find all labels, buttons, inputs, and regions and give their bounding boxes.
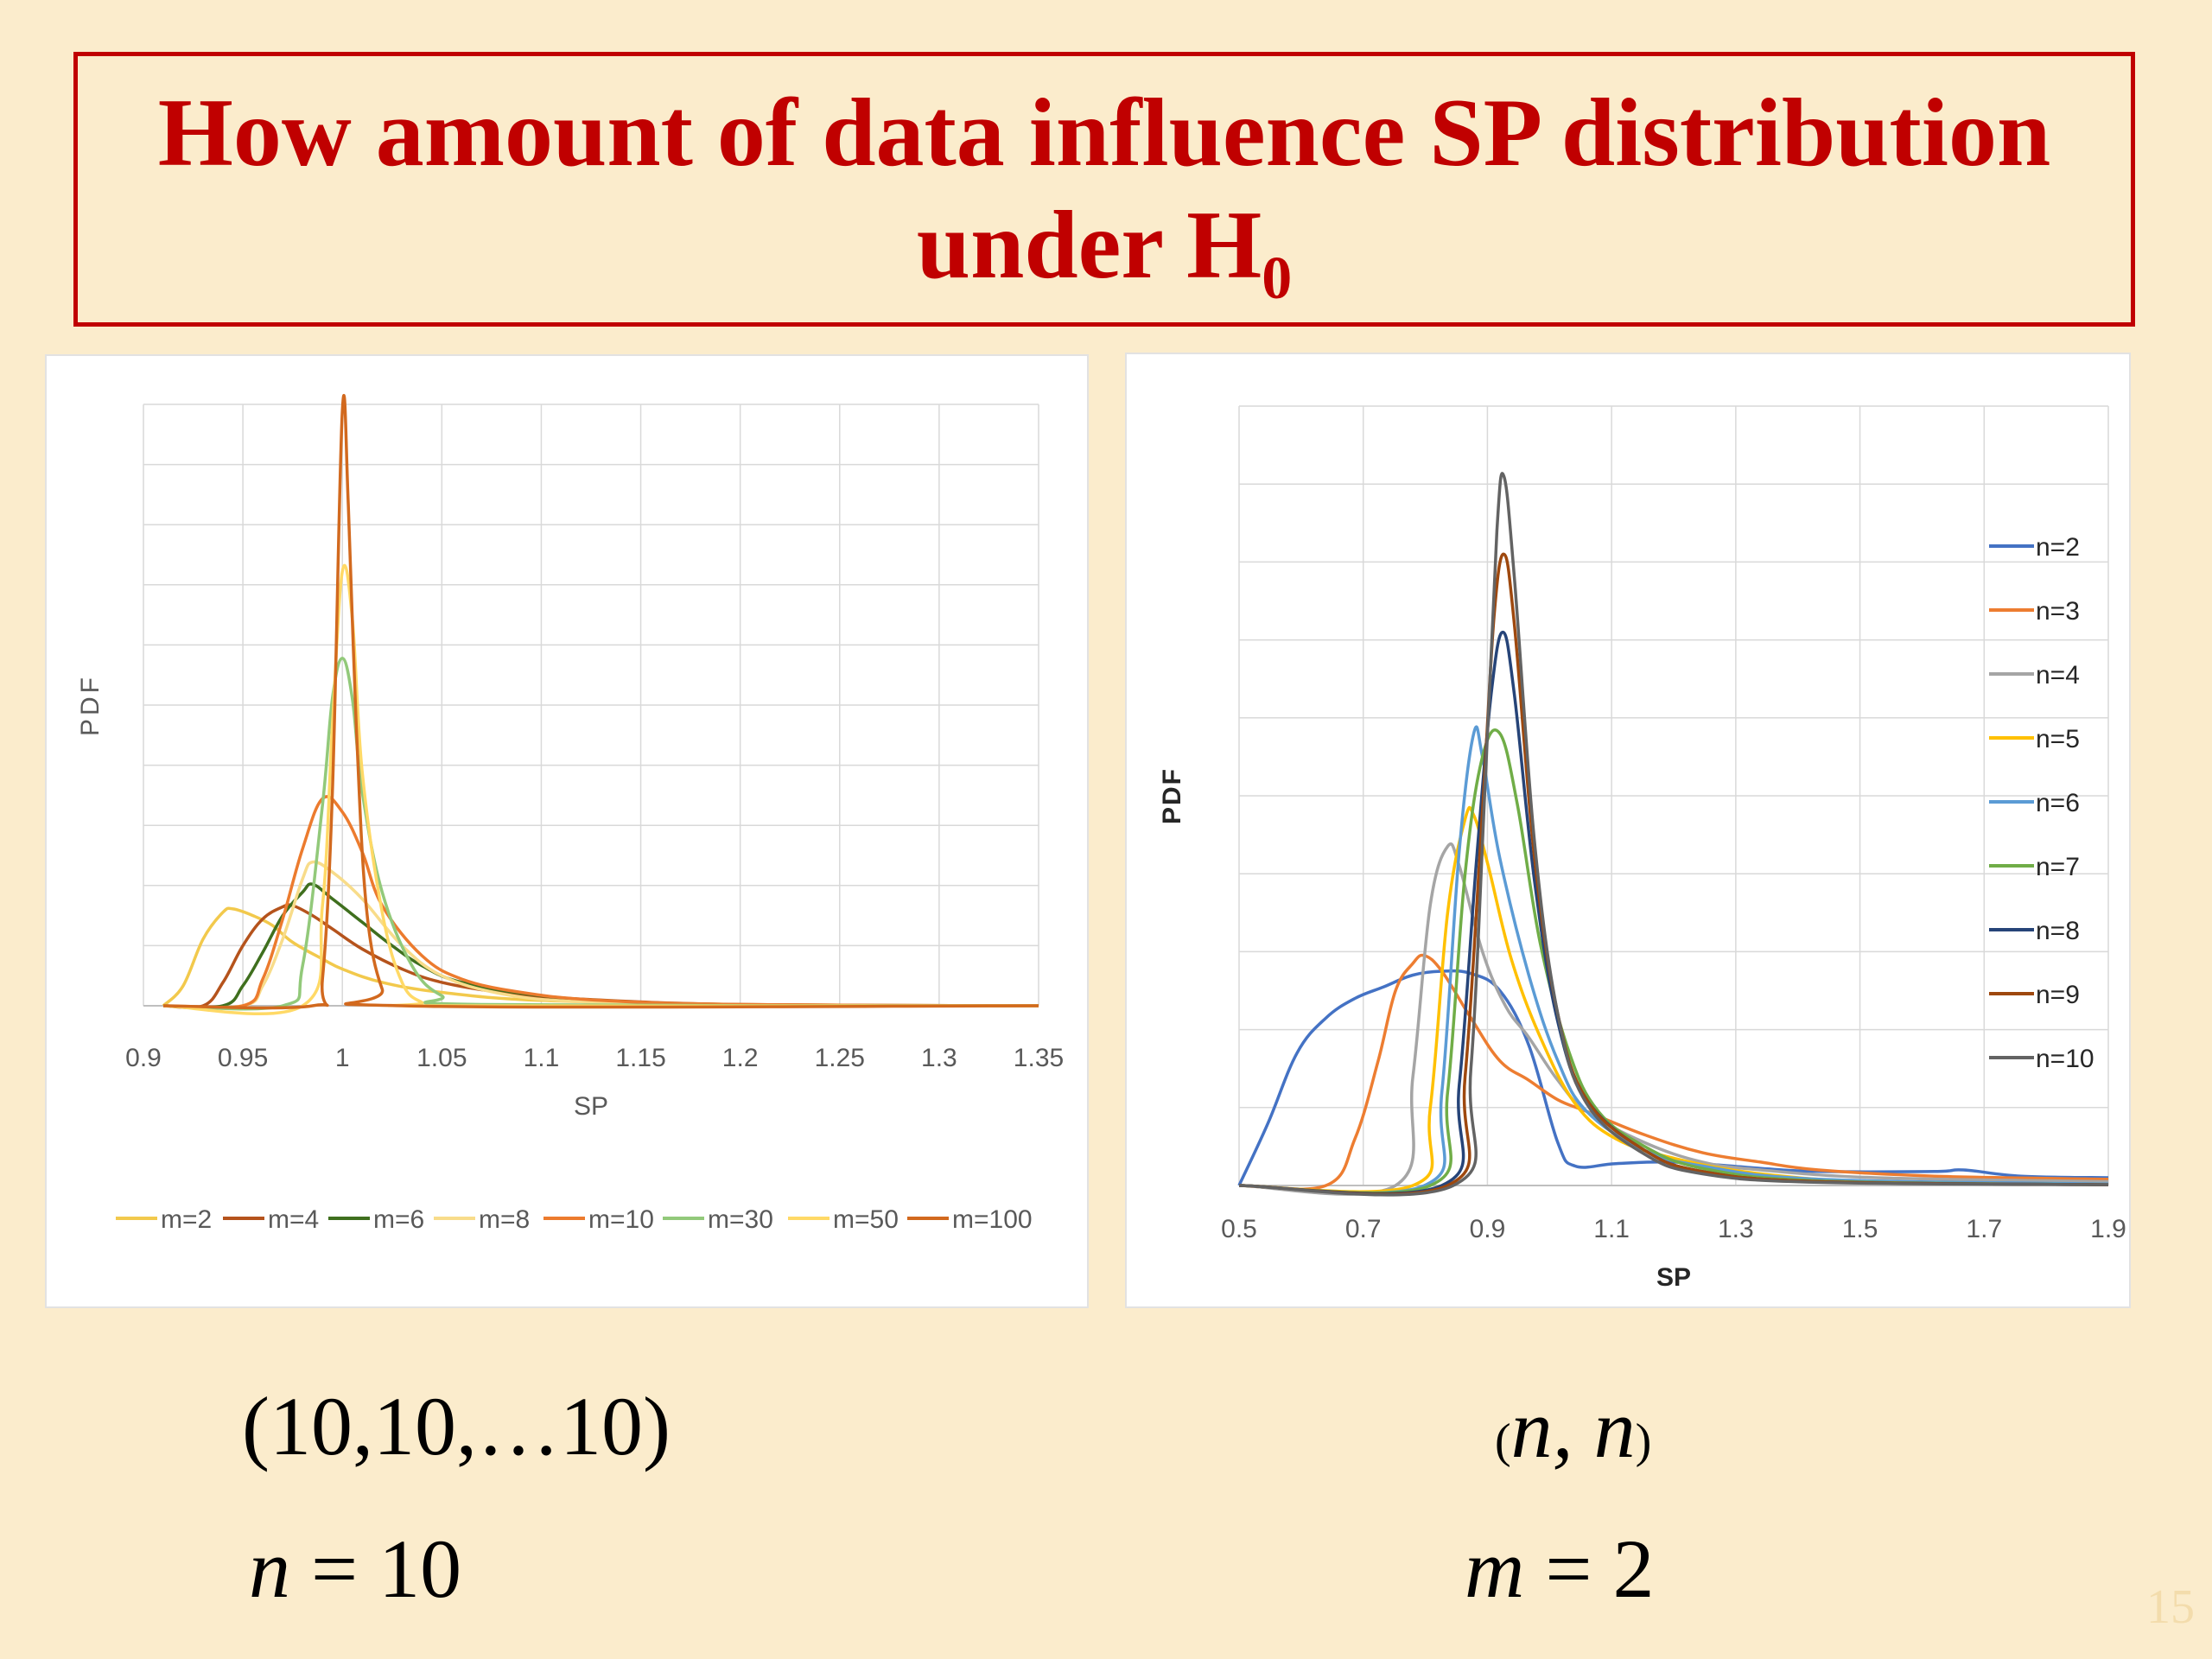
slide-title-under: under H xyxy=(916,192,1262,299)
legend-label-n=3: n=3 xyxy=(2036,597,2080,626)
legend-label-n=5: n=5 xyxy=(2036,725,2080,753)
series-line-n=9 xyxy=(1238,552,2109,1196)
legend-label-m=100: m=100 xyxy=(952,1205,1033,1234)
x-tick-label: 0.7 xyxy=(1345,1215,1382,1243)
x-tick-label: 1.3 xyxy=(1718,1215,1754,1243)
slide-title-line-1: How amount of data influence SP distribu… xyxy=(157,79,2051,187)
caption-right-close-paren: ) xyxy=(1635,1414,1652,1468)
chart-n-svg: 0.5 0.7 0.9 1.1 1.3 1.5 1.7 1.9 SP PDF n=2 n=3 n=4 n=… xyxy=(1158,405,2126,1292)
legend-label-n=2: n=2 xyxy=(2036,533,2080,562)
series-line-n=6 xyxy=(1238,725,2109,1195)
caption-left-n-value: = 10 xyxy=(290,1522,462,1615)
legend-label-n=7: n=7 xyxy=(2036,853,2080,881)
series-line-m=100 xyxy=(162,394,1039,1010)
legend-label-m=8: m=8 xyxy=(479,1205,530,1234)
caption-left-n-var: n xyxy=(249,1522,290,1615)
chart-panel-m: 0.9 0.95 1 1.05 1.1 1.15 1.2 1.25 1.3 1.35 SP PDF m=… xyxy=(45,354,1089,1308)
caption-right-pair-vars: n, n xyxy=(1510,1382,1636,1475)
legend-label-m=6: m=6 xyxy=(373,1205,424,1234)
series-line-n=5 xyxy=(1238,805,2109,1193)
caption-right-m-var: m xyxy=(1465,1522,1525,1615)
slide-title-subscript: 0 xyxy=(1262,245,1293,312)
caption-right-pair: (n, n) xyxy=(1495,1381,1651,1477)
y-axis-label: PDF xyxy=(76,674,105,736)
caption-right-m: m = 2 xyxy=(1465,1521,1654,1617)
x-tick-label: 1 xyxy=(335,1044,350,1072)
x-tick-label: 0.9 xyxy=(1470,1215,1506,1243)
x-axis-label: SP xyxy=(1656,1263,1691,1292)
legend-label-m=4: m=4 xyxy=(268,1205,319,1234)
x-tick-label: 0.9 xyxy=(125,1044,162,1072)
x-tick-label: 0.5 xyxy=(1221,1215,1257,1243)
series-line-n=8 xyxy=(1238,630,2109,1196)
caption-left-vector: (10,10,…10) xyxy=(242,1380,671,1472)
x-tick-label: 0.95 xyxy=(218,1044,268,1072)
x-tick-label: 1.5 xyxy=(1842,1215,1878,1243)
series-line-m=2 xyxy=(162,906,1039,1007)
x-tick-label: 1.9 xyxy=(2090,1215,2126,1243)
legend-label-n=4: n=4 xyxy=(2036,661,2080,690)
chart-m-svg: 0.9 0.95 1 1.05 1.1 1.15 1.2 1.25 1.3 1.35 SP PDF m=… xyxy=(76,394,1064,1234)
series-line-n=7 xyxy=(1238,728,2109,1195)
legend-label-m=10: m=10 xyxy=(588,1205,654,1234)
slide-title-line-2: under H0 xyxy=(916,189,1292,309)
y-axis-label: PDF xyxy=(1158,767,1186,824)
chart-panel-n: 0.5 0.7 0.9 1.1 1.3 1.5 1.7 1.9 SP PDF n=2 n=3 n=4 n=… xyxy=(1125,353,2131,1308)
x-tick-label: 1.1 xyxy=(524,1044,560,1072)
caption-right-m-value: = 2 xyxy=(1524,1522,1655,1615)
legend-label-m=50: m=50 xyxy=(833,1205,899,1234)
x-tick-label: 1.35 xyxy=(1014,1044,1064,1072)
series-line-n=3 xyxy=(1238,953,2109,1192)
x-tick-label: 1.15 xyxy=(615,1044,665,1072)
series-line-m=10 xyxy=(162,795,1039,1010)
x-tick-label: 1.3 xyxy=(921,1044,957,1072)
legend-label-n=8: n=8 xyxy=(2036,917,2080,945)
x-tick-label: 1.1 xyxy=(1593,1215,1630,1243)
series-line-m=50 xyxy=(162,563,1039,1016)
legend-label-n=6: n=6 xyxy=(2036,789,2080,817)
caption-left-n: n = 10 xyxy=(249,1521,461,1617)
legend-label-n=9: n=9 xyxy=(2036,981,2080,1009)
page-number: 15 xyxy=(2146,1580,2195,1634)
legend-label-m=2: m=2 xyxy=(161,1205,212,1234)
legend-label-n=10: n=10 xyxy=(2036,1045,2094,1073)
x-tick-label: 1.05 xyxy=(416,1044,467,1072)
legend-label-m=30: m=30 xyxy=(708,1205,773,1234)
x-axis-label: SP xyxy=(574,1092,608,1121)
series-line-m=30 xyxy=(162,657,1039,1011)
x-tick-label: 1.25 xyxy=(815,1044,865,1072)
x-tick-label: 1.7 xyxy=(1966,1215,2002,1243)
series-line-n=4 xyxy=(1238,842,2109,1196)
caption-right-open-paren: ( xyxy=(1495,1414,1511,1468)
series-line-m=4 xyxy=(162,903,1039,1009)
series-line-m=8 xyxy=(162,860,1039,1009)
series-line-n=10 xyxy=(1238,472,2109,1197)
x-tick-label: 1.2 xyxy=(722,1044,759,1072)
title-box: How amount of data influence SP distribu… xyxy=(73,52,2135,327)
